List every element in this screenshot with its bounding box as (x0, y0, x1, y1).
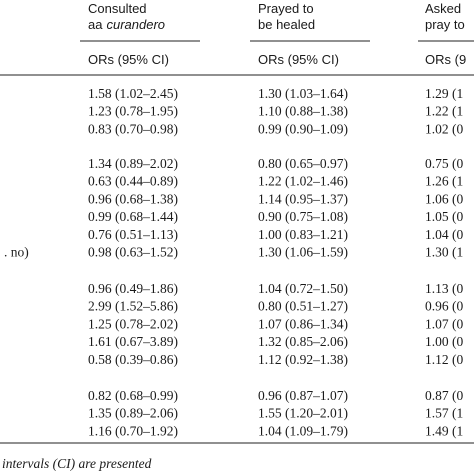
row-label: . no) (4, 245, 29, 260)
table-cell: 1.07 (0 (425, 316, 463, 331)
table-cell: 0.82 (0.68–0.99) (88, 388, 178, 403)
table-cell: 0.58 (0.39–0.86) (88, 352, 178, 367)
table-cell: 1.58 (1.02–2.45) (88, 86, 178, 101)
table-cell: 0.96 (0.68–1.38) (88, 191, 178, 206)
table-cell: 0.90 (0.75–1.08) (258, 209, 348, 224)
table-cell: 1.61 (0.67–3.89) (88, 334, 178, 349)
table-cell: 1.30 (1.03–1.64) (258, 86, 348, 101)
column-header: Consulted (88, 1, 147, 16)
table-cell: 0.80 (0.51–1.27) (258, 299, 348, 314)
table-cell: 1.13 (0 (425, 281, 463, 296)
footnote: intervals (CI) are presented (2, 456, 152, 471)
header-italic: curandero (106, 17, 165, 32)
table-cell: 1.26 (1 (425, 174, 463, 189)
table-cell: 1.02 (0 (425, 121, 463, 136)
column-header: aa curandero (88, 17, 165, 32)
table-cell: 1.34 (0.89–2.02) (88, 156, 178, 171)
table-cell: 1.16 (0.70–1.92) (88, 423, 178, 438)
table-cell: 1.29 (1 (425, 86, 463, 101)
column-header: Prayed to (258, 1, 314, 16)
column-header: be healed (258, 17, 315, 32)
table-cell: 0.87 (0 (425, 388, 463, 403)
table-cell: 1.04 (1.09–1.79) (258, 423, 348, 438)
table-cell: 1.30 (1 (425, 245, 463, 260)
column-subheader: ORs (95% CI) (88, 52, 169, 67)
table-cell: 0.83 (0.70–0.98) (88, 121, 178, 136)
column-subheader: ORs (9 (425, 52, 466, 67)
column-subheader: ORs (95% CI) (258, 52, 339, 67)
table-cell: 1.04 (0 (425, 227, 463, 242)
table-cell: 0.99 (0.68–1.44) (88, 209, 178, 224)
table-cell: 1.23 (0.78–1.95) (88, 104, 178, 119)
table-cell: 1.12 (0.92–1.38) (258, 352, 348, 367)
table-cell: 1.22 (1 (425, 104, 463, 119)
column-header: Asked (425, 1, 461, 16)
table-cell: 1.04 (0.72–1.50) (258, 281, 348, 296)
table-cell: 1.57 (1 (425, 406, 463, 421)
table-cell: 1.30 (1.06–1.59) (258, 245, 348, 260)
table-cell: 0.75 (0 (425, 156, 463, 171)
table-cell: 1.00 (0 (425, 334, 463, 349)
table-cell: 0.96 (0.49–1.86) (88, 281, 178, 296)
table-cell: 1.00 (0.83–1.21) (258, 227, 348, 242)
table-cell: 1.12 (0 (425, 352, 463, 367)
table-cell: 2.99 (1.52–5.86) (88, 299, 178, 314)
table-cell: 1.32 (0.85–2.06) (258, 334, 348, 349)
header-text: a (95, 17, 103, 32)
table-cell: 0.99 (0.90–1.09) (258, 121, 348, 136)
table-cell: 0.98 (0.63–1.52) (88, 245, 178, 260)
table-cell: 0.80 (0.65–0.97) (258, 156, 348, 171)
table-cell: 0.96 (0.87–1.07) (258, 388, 348, 403)
table-cell: 1.55 (1.20–2.01) (258, 406, 348, 421)
table-cell: 0.96 (0 (425, 299, 463, 314)
table-cell: 1.49 (1 (425, 423, 463, 438)
table-cell: 0.63 (0.44–0.89) (88, 174, 178, 189)
column-header: pray to (425, 17, 465, 32)
table-cell: 1.06 (0 (425, 191, 463, 206)
table-cell: 1.05 (0 (425, 209, 463, 224)
table-cell: 1.22 (1.02–1.46) (258, 174, 348, 189)
table-cell: 1.35 (0.89–2.06) (88, 406, 178, 421)
table-cell: 1.10 (0.88–1.38) (258, 104, 348, 119)
table-cell: 1.07 (0.86–1.34) (258, 316, 348, 331)
table-cell: 1.14 (0.95–1.37) (258, 191, 348, 206)
table-cell: 1.25 (0.78–2.02) (88, 316, 178, 331)
table-cell: 0.76 (0.51–1.13) (88, 227, 178, 242)
